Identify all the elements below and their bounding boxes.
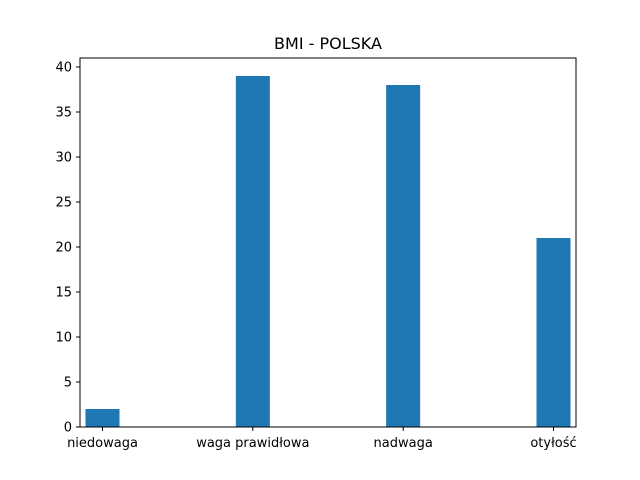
bar-3 <box>536 238 571 427</box>
bar-0 <box>85 409 120 427</box>
x-axis: niedowaga waga prawidłowa nadwaga otyłość <box>67 427 577 451</box>
y-tick-label-4: 20 <box>55 241 72 256</box>
y-tick-label-1: 5 <box>64 376 72 391</box>
bar-2 <box>386 85 421 427</box>
chart-title: BMI - POLSKA <box>274 34 382 53</box>
y-tick-label-8: 40 <box>55 61 72 76</box>
y-tick-label-0: 0 <box>64 421 72 436</box>
bars-group <box>85 76 571 427</box>
y-axis: 0 5 10 15 20 25 30 35 40 <box>55 61 80 436</box>
x-tick-label-2: nadwaga <box>374 436 433 451</box>
y-tick-label-6: 30 <box>55 151 72 166</box>
y-tick-label-5: 25 <box>55 196 72 211</box>
x-tick-label-0: niedowaga <box>67 436 138 451</box>
y-tick-label-7: 35 <box>55 106 72 121</box>
x-tick-label-1: waga prawidłowa <box>196 436 309 451</box>
y-tick-label-2: 10 <box>55 331 72 346</box>
plot-frame <box>79 57 577 428</box>
bar-1 <box>235 76 270 427</box>
x-tick-label-3: otyłość <box>530 436 576 451</box>
y-tick-label-3: 15 <box>55 286 72 301</box>
